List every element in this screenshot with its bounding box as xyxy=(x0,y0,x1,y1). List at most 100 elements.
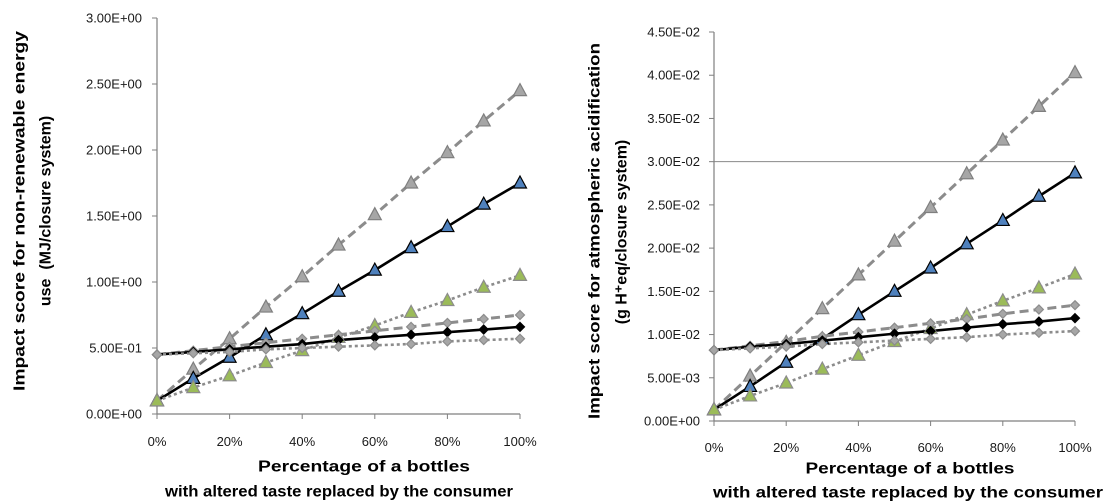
series-4-line xyxy=(713,303,1076,352)
series-3-marker xyxy=(850,347,866,361)
series-5-marker xyxy=(478,324,490,335)
chart-non-renewable-energy: 0.00E+00 5.00E-01 1.00E+00 1.50E+00 2.00E+00… xyxy=(12,11,538,501)
y-tick-label: 4.00E-02 xyxy=(647,68,700,83)
x-tick-label: 0% xyxy=(148,434,167,449)
y-tick-label: 0.00E+00 xyxy=(86,407,142,422)
series-1-marker xyxy=(1031,98,1047,112)
series-6-marker xyxy=(744,343,756,354)
x-tick-label: 20% xyxy=(217,434,243,449)
y-tick-label: 1.00E+00 xyxy=(86,275,142,290)
series-4-marker xyxy=(1069,299,1081,311)
series-3-marker xyxy=(995,292,1011,307)
series-6-marker xyxy=(478,334,490,346)
x-tick-label: 100% xyxy=(1058,440,1092,455)
series-5-marker xyxy=(1033,316,1045,327)
series-2-marker xyxy=(439,218,455,233)
y-tick-label: 5.00E-01 xyxy=(89,341,142,356)
y-axis-title-line-1: Impact score for atmospheric acidificati… xyxy=(587,43,604,419)
series-3-marker xyxy=(258,354,274,369)
series-2-marker xyxy=(959,235,975,250)
series-1-marker xyxy=(294,268,310,283)
series-2-marker xyxy=(1067,164,1083,179)
x-tick-label: 80% xyxy=(434,434,460,449)
series-4-marker xyxy=(478,313,490,325)
y-tick-label: 0.00E+00 xyxy=(644,414,700,429)
series-2-marker xyxy=(294,305,310,320)
series-6-marker xyxy=(187,347,199,359)
series-3-marker xyxy=(222,367,238,382)
series-1-marker xyxy=(403,174,419,189)
series-6-marker xyxy=(961,331,973,343)
series-1-marker xyxy=(959,165,975,180)
series-4-marker xyxy=(1033,304,1045,315)
y-tick-label: 2.00E+00 xyxy=(86,143,142,158)
series-6-marker xyxy=(780,341,792,353)
x-tick-label: 100% xyxy=(503,434,537,449)
series-3-marker xyxy=(403,304,419,318)
series-3-marker xyxy=(476,279,492,293)
x-axis-title-line-2: with altered taste replaced by the consu… xyxy=(164,484,513,501)
series-6-marker xyxy=(889,335,900,346)
series-2-marker xyxy=(1031,187,1047,202)
series-1-marker xyxy=(814,300,830,315)
y-tick-label: 2.50E-02 xyxy=(647,197,700,212)
series-6-marker xyxy=(1069,325,1081,337)
series-6-marker xyxy=(224,346,235,358)
y-tick-label: 4.50E-02 xyxy=(647,25,700,40)
series-1-marker xyxy=(439,144,455,159)
series-6-marker xyxy=(1033,327,1045,339)
series-1-marker xyxy=(476,112,492,127)
y-tick-label: 2.50E+00 xyxy=(86,77,142,92)
series-1-marker xyxy=(995,131,1011,146)
series-2-marker xyxy=(886,283,903,297)
series-2-marker xyxy=(476,195,492,210)
series-5-marker xyxy=(405,329,417,341)
series-4-marker xyxy=(997,308,1009,320)
x-axis-title-line-1: Percentage of a bottles xyxy=(258,459,470,476)
y-tick-label: 2.00E-02 xyxy=(647,241,700,256)
series-2-marker xyxy=(850,306,866,321)
series-6-marker xyxy=(151,349,163,360)
series-2-marker xyxy=(923,259,939,274)
y-tick-label: 1.50E-02 xyxy=(647,284,700,299)
series-3-marker xyxy=(512,267,528,281)
x-tick-label: 60% xyxy=(918,440,944,455)
series-6-marker xyxy=(296,342,308,354)
series-2-marker xyxy=(778,353,794,368)
series-6-marker xyxy=(260,343,272,355)
x-tick-label: 20% xyxy=(773,440,799,455)
series-6-marker xyxy=(708,344,720,356)
series-6-marker xyxy=(514,333,526,345)
series-6-marker xyxy=(853,336,864,348)
series-1-marker xyxy=(258,298,274,313)
series-6-marker xyxy=(369,340,381,351)
series-1-marker xyxy=(1067,64,1083,79)
series-2-marker xyxy=(367,261,383,276)
y-tick-label: 1.00E-02 xyxy=(647,327,700,342)
series-3-marker xyxy=(149,392,165,407)
series-1-marker xyxy=(850,266,866,281)
series-4-marker xyxy=(442,317,453,329)
y-axis-title-line-2: use (MJ/closure system) xyxy=(38,116,55,306)
x-axis-title-line-1: Percentage of a bottles xyxy=(806,461,1015,478)
y-tick-label: 5.00E-03 xyxy=(647,370,700,385)
series-3-marker xyxy=(185,379,201,394)
series-5-marker xyxy=(961,322,973,333)
series-1-marker xyxy=(330,236,347,251)
series-4-marker xyxy=(514,309,526,321)
series-6-marker xyxy=(925,333,936,345)
series-2-marker xyxy=(512,174,528,189)
series-1-marker xyxy=(367,206,383,221)
series-6-marker xyxy=(405,338,417,350)
x-axis-title-line-2: with altered taste replaced by the consu… xyxy=(712,485,1103,502)
series-6-marker xyxy=(442,336,453,347)
x-tick-label: 80% xyxy=(990,440,1016,455)
series-5-marker xyxy=(1069,312,1081,324)
series-6-marker xyxy=(816,338,828,350)
series-3-marker xyxy=(778,374,794,389)
series-2-marker xyxy=(403,239,419,254)
series-3-marker xyxy=(706,401,722,416)
x-tick-label: 40% xyxy=(289,434,315,449)
